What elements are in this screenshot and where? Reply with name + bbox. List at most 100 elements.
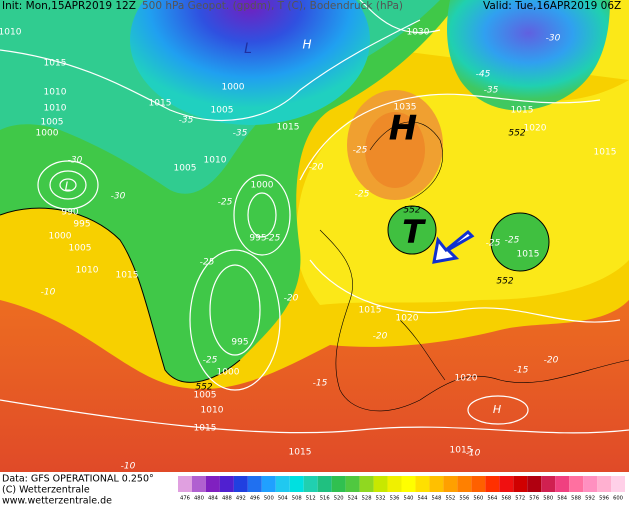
color-swatch [247,476,262,492]
color-swatch [401,476,416,492]
cut-off-low-east [490,212,550,272]
color-swatch [178,476,192,492]
isobar-label: 1010 [76,266,99,276]
pressure-system: T [402,213,426,251]
colorbar-tick-label: 516 [320,496,330,502]
color-swatch [443,476,458,492]
color-swatch [415,476,430,492]
isobar-label: 1000 [49,232,72,242]
isobar-label: 1015 [277,123,300,133]
colorbar-tick-label: 600 [613,496,623,502]
height-label: 552 [496,277,513,287]
colorbar-tick-label: 512 [306,496,316,502]
isobars [0,0,629,433]
isobar-label: 1000 [222,83,245,93]
isobar-label: 1010 [0,28,22,38]
temperature-label: -10 [466,449,481,459]
color-swatch [429,476,444,492]
temperature-label: -20 [544,356,559,366]
colorbar-tick-label: 568 [501,496,511,502]
init-text: Init: Mon,15APR2019 12Z [2,0,136,12]
color-swatch [261,476,276,492]
colorbar-tick-label: 488 [222,496,232,502]
isobar-label: 1015 [511,106,534,116]
colorbar-tick-label: 564 [487,496,498,502]
isobar-label: 1010 [201,406,224,416]
colorbar-tick-label: 572 [515,496,525,502]
colorbar-tick-label: 480 [194,496,204,502]
isobar-label: 1020 [455,374,478,384]
colorbar-tick-label: 540 [404,496,414,502]
isobar-label: 1015 [450,446,473,456]
colorbar-tick-label: 524 [348,496,359,502]
cold-pool-east [447,0,610,111]
footer-line: (C) Wetterzentrale [2,485,90,496]
colorbar: 476 480 484 488 492 496 500 504 508 512 516 520 524 5… [178,476,625,502]
color-swatch [191,476,206,492]
pressure-system: H [493,403,501,416]
height-label: 552 [195,383,212,393]
color-swatch [373,476,388,492]
isobar-label: 1005 [41,118,64,128]
colorbar-tick-label: 560 [473,496,483,502]
colorbar-tick-label: 496 [250,496,260,502]
temperature-label: -20 [373,332,388,342]
temperature-label: -10 [41,288,56,298]
colorbar-tick-label: 484 [208,496,219,502]
colorbar-tick-label: 576 [529,496,539,502]
colorbar-tick-label: 584 [557,496,568,502]
colorbar-tick-label: 504 [278,496,289,502]
color-swatch [359,476,374,492]
yellow-core [0,0,629,305]
isobar-label: 1000 [36,129,59,139]
color-swatch [611,476,625,492]
color-swatch [387,476,402,492]
colorbar-tick-label: 588 [571,496,581,502]
temperature-label: -30 [546,34,561,44]
temperature-label: -25 [266,234,281,244]
color-swatch [219,476,234,492]
colorbar-tick-label: 556 [459,496,469,502]
color-swatch [317,476,332,492]
color-swatch [569,476,584,492]
color-swatch [289,476,304,492]
color-swatch [345,476,360,492]
arrow [432,229,475,264]
colorbar-tick-label: 508 [292,496,302,502]
color-swatch [303,476,318,492]
colorbar-tick-label: 536 [390,496,400,502]
isobar-label: 1020 [524,124,547,134]
isobar-label: 1015 [116,271,139,281]
temperature-label: -35 [484,86,499,96]
color-swatch [527,476,542,492]
footer-line: www.wetterzentrale.de [2,496,112,505]
isobar-label: 1005 [174,164,197,174]
color-swatch [583,476,598,492]
temperature-label: -25 [203,356,218,366]
temperature-label: -25 [353,146,368,156]
isobar-label: 1030 [407,28,430,38]
color-swatch [597,476,612,492]
isobar-label: 995 [231,338,248,348]
temperature-label: -15 [313,379,328,389]
colorbar-tick-label: 544 [418,496,429,502]
isobar-label: 1000 [251,181,274,191]
height-label: 552 [403,206,420,216]
isobar-label: 1000 [217,368,240,378]
color-swatch [205,476,220,492]
colorbar-tick-label: 592 [585,496,595,502]
isobar-label: 990 [61,208,78,218]
colorbar-tick-label: 528 [362,496,372,502]
isobar-label: 1015 [517,250,540,260]
isobar-label: 1015 [194,424,217,434]
color-swatch [555,476,570,492]
temperature-label: -30 [68,156,83,166]
isobar-label: 1015 [289,448,312,458]
isobar-label: 1010 [44,104,67,114]
footer-line: Data: GFS OPERATIONAL 0.250° [2,474,154,485]
isobar-label: 995 [249,234,266,244]
isobar-label: 1005 [69,244,92,254]
temperature-label: -30 [111,192,126,202]
